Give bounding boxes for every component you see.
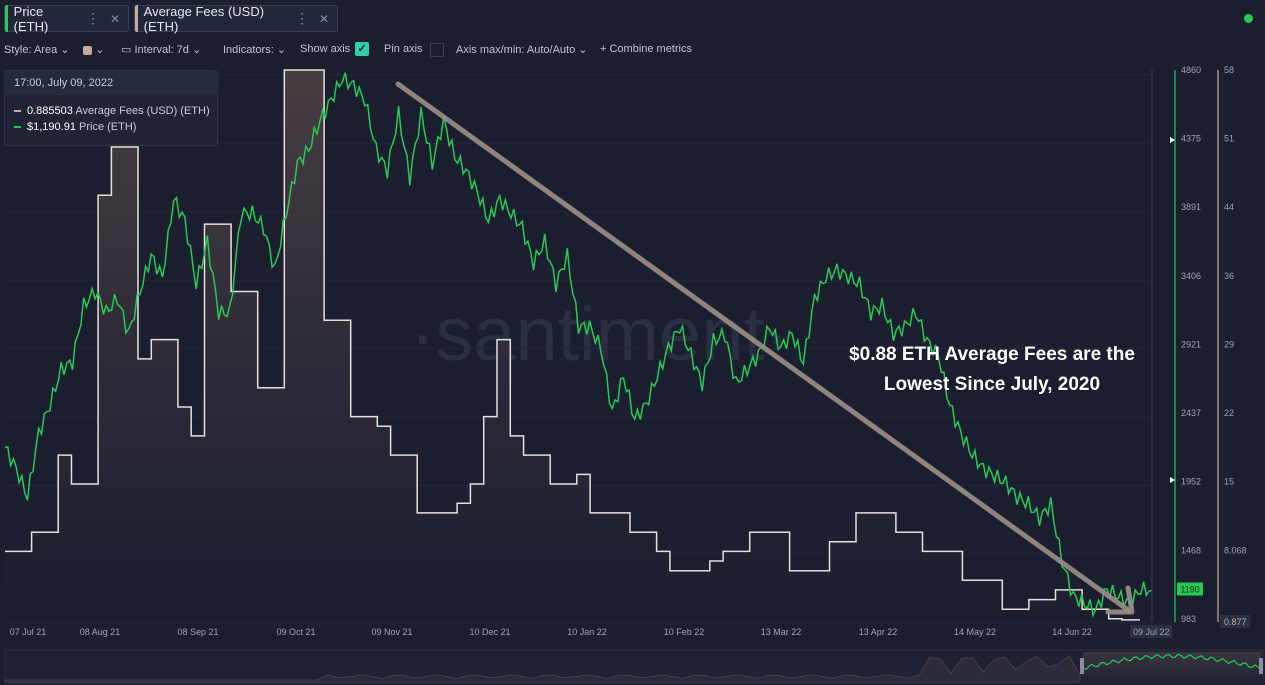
tooltip-date: 17:00, July 09, 2022 (5, 71, 217, 95)
x-tick-label: 13 Mar 22 (761, 627, 802, 637)
current-fee-value: 0.877 (1224, 617, 1247, 627)
tab-fees-menu-icon[interactable]: ⋮ (294, 10, 309, 26)
x-tick-label: 08 Sep 21 (177, 627, 218, 637)
axis-maxmin-label: Axis max/min: Auto/Auto (456, 44, 576, 56)
x-tick-label: 14 May 22 (954, 627, 996, 637)
annotation-text: $0.88 ETH Average Fees are the Lowest Sin… (849, 344, 1135, 395)
navigator-right-handle[interactable] (1259, 658, 1263, 674)
tab-price-color-bar (5, 5, 8, 32)
indicators-dropdown[interactable]: Indicators: ⌄ (223, 43, 286, 56)
annotation-line: Lowest Since July, 2020 (884, 374, 1100, 395)
interval-label: Interval: 7d (134, 44, 189, 56)
price-tick-label: 4860 (1181, 65, 1201, 75)
indicators-label: Indicators: (223, 44, 274, 56)
annotation-line: $0.88 ETH Average Fees are the (849, 344, 1135, 365)
pin-axis-checkbox[interactable] (430, 43, 444, 57)
trend-arrow-head (1105, 585, 1135, 615)
tab-price-eth[interactable]: Price (ETH) ⋮ ✕ (4, 3, 129, 34)
price-tick-label: 2437 (1181, 408, 1201, 418)
navigator-overview (4, 655, 1081, 683)
fees-area-fill (5, 70, 1140, 620)
style-dropdown[interactable]: Style: Area ⌄ (4, 43, 69, 56)
chevron-down-icon: ⌄ (95, 44, 105, 56)
fees-series-line (5, 69, 1140, 621)
price-marker-icon (14, 126, 21, 129)
show-axis-label: Show axis (300, 43, 351, 55)
chevron-down-icon: ⌄ (60, 44, 70, 56)
x-tick-label: 10 Dec 21 (469, 627, 510, 637)
chart-tooltip: 17:00, July 09, 2022 0.885503 Average Fe… (4, 70, 218, 146)
trend-arrow-shaft (395, 81, 1131, 613)
color-swatch (83, 45, 92, 55)
price-tick-label: 1468 (1181, 545, 1201, 555)
navigator-price-line (1082, 653, 1262, 671)
chart-axes: 4860 4375 3891 3406 2921 2437 1952 1468 983 58 51 4… (10, 65, 1250, 638)
fees-tick-label: 22 (1224, 408, 1234, 418)
x-tick-label: 09 Nov 21 (371, 627, 412, 637)
x-tick-label: 08 Aug 21 (80, 627, 121, 637)
tooltip-fees-row: 0.885503 Average Fees (USD) (ETH) (14, 105, 210, 117)
fees-marker-icon (14, 110, 21, 113)
time-navigator[interactable] (4, 649, 1264, 684)
interval-dropdown[interactable]: ▭ Interval: 7d ⌄ (121, 43, 201, 56)
fees-tick-label: 15 (1224, 477, 1234, 487)
tab-price-close-icon[interactable]: ✕ (109, 11, 120, 26)
price-tick-label: 3406 (1181, 271, 1201, 281)
axis-marker-icon (1170, 477, 1175, 483)
price-tick-label: 4375 (1181, 134, 1201, 144)
tab-fees-label: Average Fees (USD) (ETH) (143, 3, 265, 34)
x-tick-label: 14 Jun 22 (1052, 627, 1092, 637)
current-price-value: 1190 (1180, 585, 1199, 595)
current-price-badge (1177, 582, 1203, 596)
pin-axis-label: Pin axis (384, 43, 423, 55)
x-tick-label: 09 Oct 21 (276, 627, 315, 637)
tab-price-label: Price (ETH) (13, 3, 49, 34)
price-tick-label: 2921 (1181, 339, 1201, 349)
fees-tick-label: 29 (1224, 339, 1234, 349)
chart-toolbar: Style: Area ⌄ ⌄ ▭ Interval: 7d ⌄ Indicat… (0, 40, 1265, 60)
chevron-down-icon: ⌄ (578, 44, 588, 56)
current-fee-badge (1220, 615, 1250, 628)
chevron-down-icon: ⌄ (276, 44, 287, 56)
tooltip-fees-value: 0.885503 (27, 105, 73, 117)
tooltip-price-value: $1,190.91 (27, 121, 76, 133)
tooltip-fees-label: Average Fees (USD) (ETH) (75, 105, 210, 117)
trend-arrow (395, 81, 1135, 615)
fees-tick-label: 8.068 (1224, 545, 1247, 555)
fees-tick-label: 36 (1224, 271, 1234, 281)
price-series-line (4, 72, 1153, 618)
axis-maxmin-dropdown[interactable]: Axis max/min: Auto/Auto ⌄ (456, 43, 588, 56)
tooltip-price-label: Price (ETH) (79, 121, 137, 133)
santiment-watermark: ·santiment· (410, 292, 790, 377)
x-tick-label: 13 Apr 22 (859, 627, 898, 637)
x-tick-label: 07 Jul 21 (10, 627, 47, 637)
metric-tab-bar: Price (ETH) ⋮ ✕ Average Fees (USD) (ETH)… (0, 0, 1265, 38)
navigator-left-handle[interactable] (1080, 658, 1084, 674)
fees-tick-label: 58 (1224, 65, 1234, 75)
color-picker[interactable]: ⌄ (83, 43, 104, 56)
price-tick-label: 983 (1181, 614, 1196, 624)
tab-fees-close-icon[interactable]: ✕ (318, 11, 329, 26)
combine-metrics-button[interactable]: + Combine metrics (600, 43, 693, 55)
fees-tick-label: 44 (1224, 202, 1234, 212)
tab-price-menu-icon[interactable]: ⋮ (85, 10, 100, 26)
tab-fees-color-bar (135, 5, 138, 32)
axis-marker-icon (1170, 137, 1175, 143)
current-date-badge (1130, 625, 1172, 638)
chevron-down-icon: ⌄ (191, 44, 202, 56)
tooltip-price-row: $1,190.91 Price (ETH) (14, 121, 136, 133)
x-tick-label: 10 Jan 22 (567, 627, 607, 637)
show-axis-checkbox[interactable]: ✓ (355, 42, 369, 56)
calendar-icon: ▭ (121, 44, 132, 56)
fees-tick-label: 51 (1224, 134, 1234, 144)
x-tick-label: 10 Feb 22 (664, 627, 705, 637)
price-tick-label: 3891 (1181, 202, 1201, 212)
live-status-dot (1244, 14, 1253, 23)
tab-average-fees[interactable]: Average Fees (USD) (ETH) ⋮ ✕ (134, 3, 338, 34)
x-tick-label: 09 Jul 22 (1133, 627, 1170, 637)
style-label: Style: Area (4, 44, 58, 56)
price-tick-label: 1952 (1181, 477, 1201, 487)
